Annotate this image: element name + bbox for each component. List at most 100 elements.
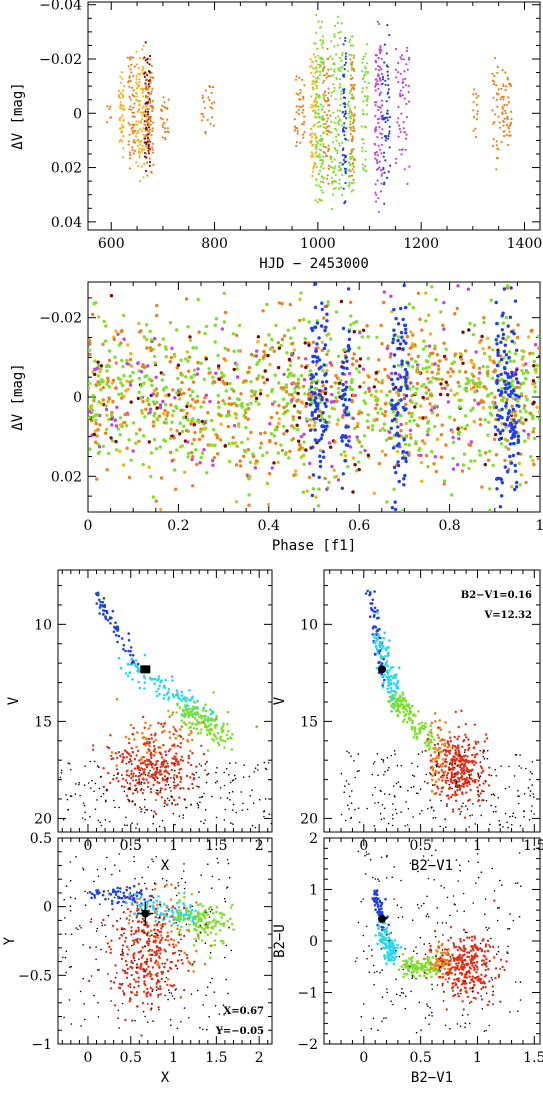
cmd-star-point (192, 778, 195, 781)
phase-curve-point (263, 343, 268, 347)
phase-curve-point (313, 305, 318, 310)
light-curve-point (302, 133, 305, 136)
phase-curve-point (332, 468, 336, 472)
cmd-star-point (69, 769, 72, 771)
cmd-star-point (191, 782, 194, 786)
phase-curve-point (389, 436, 393, 440)
phase-curve-point (195, 462, 199, 467)
light-curve-point (303, 131, 306, 134)
cmd-star-point (163, 729, 166, 733)
cmd-star-point (153, 734, 157, 737)
light-curve-point (319, 143, 322, 146)
light-curve-point (341, 54, 344, 57)
cmd-star-point (481, 789, 484, 793)
light-curve-point (315, 84, 318, 87)
light-curve-point (133, 102, 136, 105)
light-curve-point (344, 103, 347, 106)
cmd-star-point (96, 799, 98, 801)
phase-curve-point (296, 391, 300, 396)
cmd-star-point (395, 673, 398, 676)
phase-curve-point (164, 417, 168, 421)
light-curve-point (143, 75, 146, 78)
phase-curve-point (456, 427, 460, 431)
cmd-star-point (162, 725, 165, 728)
light-curve-point (313, 109, 316, 112)
cmd-star-point (129, 760, 133, 763)
cmd-star-point (161, 777, 164, 780)
cmd-star-point (380, 672, 383, 676)
cmd-star-point (418, 727, 421, 730)
phase-curve-point (301, 401, 305, 405)
cmd-star-point (463, 777, 466, 781)
phase-curve-point (372, 418, 376, 422)
light-curve-point (311, 153, 314, 156)
cmd-star-point (149, 754, 153, 757)
light-curve-point (406, 68, 409, 71)
phase-curve-point (453, 352, 458, 356)
phase-curve-point (488, 487, 492, 491)
phase-curve-point (449, 367, 453, 371)
phase-curve-point (118, 423, 123, 427)
light-curve-point (314, 103, 317, 106)
phase-curve-point (101, 398, 106, 402)
light-curve-point (130, 108, 133, 111)
cmd-star-point (109, 781, 112, 785)
phase-curve-point (255, 362, 259, 366)
phase-curve-point (153, 336, 157, 341)
phase-curve-point (433, 424, 437, 429)
phase-curve-point (231, 435, 235, 440)
cmd-star-point (153, 774, 157, 777)
light-curve-point (166, 130, 169, 133)
light-curve-point (335, 139, 338, 142)
phase-curve-point (427, 388, 431, 392)
phase-curve-point (297, 439, 301, 443)
light-curve-point (309, 58, 312, 61)
light-curve-point (351, 67, 354, 71)
cmd-star-point (172, 781, 175, 784)
phase-curve-point (423, 441, 427, 446)
cmd-star-point (156, 793, 160, 796)
cmd-star-point (156, 789, 158, 792)
phase-curve-point (502, 349, 507, 354)
phase-curve-point (340, 439, 344, 443)
cmd-star-point (142, 715, 145, 719)
phase-curve-point (392, 465, 397, 470)
cmd-star-point (216, 767, 218, 769)
light-curve-point (137, 150, 140, 153)
light-curve-point (328, 109, 331, 112)
light-curve-point (322, 145, 325, 148)
cmd-star-point (137, 667, 140, 670)
phase-curve-point (282, 412, 286, 416)
light-curve-point (326, 125, 329, 128)
phase-curve-point (158, 445, 162, 449)
light-curve-point (298, 76, 301, 79)
light-curve-point (150, 64, 153, 67)
cmd-star-point (148, 744, 151, 748)
light-curve-point (503, 109, 507, 112)
light-curve-point (144, 152, 148, 155)
cmd-star-point (116, 640, 119, 644)
cmd-star-point (179, 780, 182, 783)
cmd-star-point (268, 813, 271, 815)
phase-curve-point (502, 379, 507, 383)
light-curve-point (295, 111, 298, 114)
light-curve-point (348, 183, 351, 187)
phase-curve-point (129, 458, 133, 462)
cmd-star-point (112, 630, 116, 633)
cmd-star-point (145, 808, 147, 811)
cmd-star-point (115, 777, 118, 780)
light-curve-point (344, 110, 347, 113)
light-curve-point (374, 78, 377, 81)
light-curve-ytick-label: 0.02 (51, 161, 82, 177)
light-curve-point (386, 74, 389, 77)
phase-curve-point (391, 337, 396, 341)
phase-curve-point (300, 364, 304, 368)
phase-curve-point (499, 477, 504, 482)
phase-curve-point (259, 441, 263, 445)
phase-curve-point (292, 381, 296, 385)
phase-curve-point (307, 343, 311, 347)
phase-curve-point (94, 440, 98, 444)
phase-curve-point (246, 417, 250, 421)
light-curve-point (364, 126, 367, 129)
cmd-star-point (176, 702, 179, 705)
